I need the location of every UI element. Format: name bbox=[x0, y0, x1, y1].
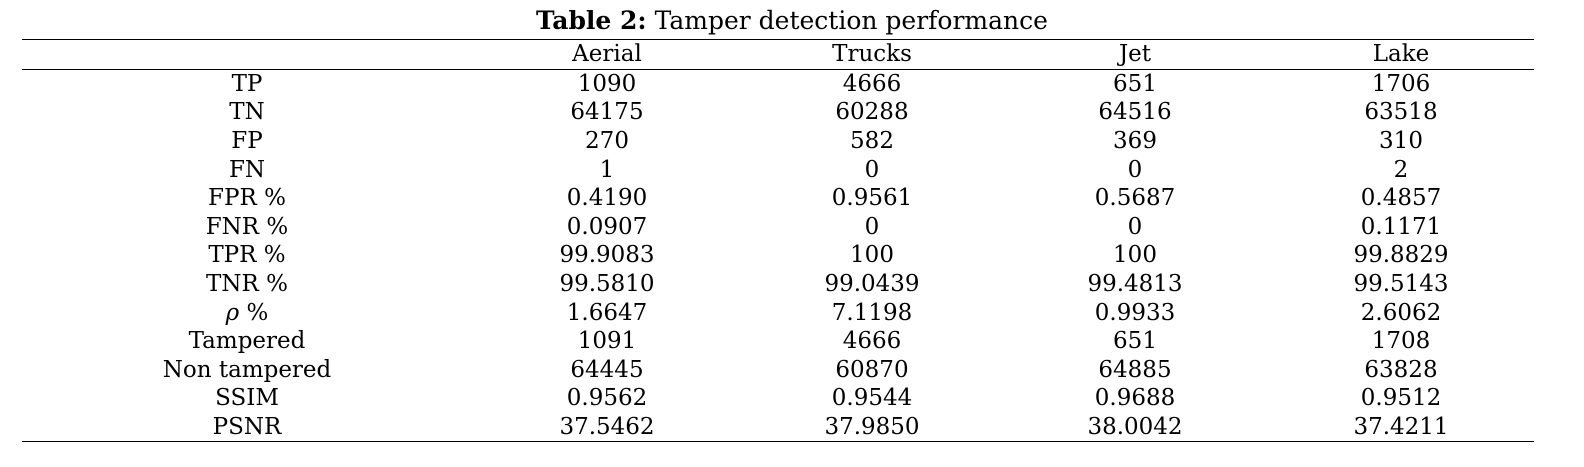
row-label: FP bbox=[231, 128, 263, 155]
table-row: Non tampered 64445 60870 64885 63828 bbox=[22, 356, 1534, 385]
table-caption: Table 2: Tamper detection performance bbox=[0, 6, 1584, 36]
table-row: TPR % 99.9083 100 100 99.8829 bbox=[22, 241, 1534, 270]
table-cell: 63828 bbox=[1364, 356, 1438, 383]
table-cell: 7.1198 bbox=[831, 299, 913, 326]
table-cell: 0.9562 bbox=[566, 385, 648, 412]
caption-label: Table 2: bbox=[536, 6, 647, 35]
table-cell: 270 bbox=[585, 128, 629, 155]
table-cell: 310 bbox=[1379, 128, 1423, 155]
table-cell: 60870 bbox=[835, 356, 909, 383]
table-cell: 0 bbox=[1127, 213, 1143, 240]
row-label: Tampered bbox=[188, 328, 306, 355]
caption-text: Tamper detection performance bbox=[646, 6, 1048, 35]
table-cell: 0.4857 bbox=[1360, 185, 1442, 212]
table-cell: 651 bbox=[1113, 70, 1157, 97]
table-cell: 99.8829 bbox=[1353, 242, 1449, 269]
table-cell: 0.5687 bbox=[1094, 185, 1176, 212]
table-cell: 99.5810 bbox=[559, 271, 655, 298]
table-row: TN 64175 60288 64516 63518 bbox=[22, 98, 1534, 127]
table-row: TP 1090 4666 651 1706 bbox=[22, 69, 1534, 98]
table-cell: 64885 bbox=[1098, 356, 1172, 383]
table-cell: 100 bbox=[1113, 242, 1157, 269]
performance-table: Aerial Trucks Jet Lake TP 1090 4666 651 … bbox=[22, 39, 1534, 442]
table-cell: 63518 bbox=[1364, 99, 1438, 126]
table-cell: 0.4190 bbox=[566, 185, 648, 212]
table-row: FN 1 0 0 2 bbox=[22, 155, 1534, 184]
table-cell: 38.0042 bbox=[1087, 414, 1183, 441]
table-cell: 1706 bbox=[1371, 70, 1431, 97]
table-row: FNR % 0.0907 0 0 0.1171 bbox=[22, 213, 1534, 242]
table-cell: 582 bbox=[850, 128, 894, 155]
table-row: ρ % 1.6647 7.1198 0.9933 2.6062 bbox=[22, 298, 1534, 327]
table-row: SSIM 0.9562 0.9544 0.9688 0.9512 bbox=[22, 384, 1534, 413]
table-cell: 0.0907 bbox=[566, 213, 648, 240]
table-cell: 1090 bbox=[577, 70, 637, 97]
row-label: TP bbox=[231, 70, 263, 97]
row-label: TN bbox=[229, 99, 265, 126]
row-label: TPR % bbox=[208, 242, 286, 269]
table-cell: 60288 bbox=[835, 99, 909, 126]
table-cell: 0 bbox=[864, 213, 880, 240]
table-cell: 99.0439 bbox=[824, 271, 920, 298]
column-header-aerial: Aerial bbox=[572, 41, 642, 68]
table-cell: 369 bbox=[1113, 128, 1157, 155]
table-cell: 37.9850 bbox=[824, 414, 920, 441]
row-label: TNR % bbox=[206, 271, 288, 298]
row-label: PSNR bbox=[212, 414, 282, 441]
table-cell: 0.9688 bbox=[1094, 385, 1176, 412]
table-cell: 100 bbox=[850, 242, 894, 269]
rho-symbol: ρ bbox=[225, 299, 240, 326]
table-cell: 64445 bbox=[570, 356, 644, 383]
table-cell: 1.6647 bbox=[566, 299, 648, 326]
table-row: Tampered 1091 4666 651 1708 bbox=[22, 327, 1534, 356]
table-cell: 64175 bbox=[570, 99, 644, 126]
row-label: FNR % bbox=[205, 213, 289, 240]
row-label: Non tampered bbox=[162, 356, 332, 383]
table-cell: 0 bbox=[1127, 156, 1143, 183]
table-cell: 0.9512 bbox=[1360, 385, 1442, 412]
table-cell: 99.4813 bbox=[1087, 271, 1183, 298]
table-cell: 0 bbox=[864, 156, 880, 183]
table-cell: 4666 bbox=[842, 328, 902, 355]
table-row: FP 270 582 369 310 bbox=[22, 127, 1534, 156]
table-cell: 1091 bbox=[577, 328, 637, 355]
column-header-jet: Jet bbox=[1118, 41, 1152, 68]
table-header-row: Aerial Trucks Jet Lake bbox=[22, 39, 1534, 70]
table-cell: 37.5462 bbox=[559, 414, 655, 441]
table-cell: 2 bbox=[1393, 156, 1409, 183]
table-cell: 651 bbox=[1113, 328, 1157, 355]
table-cell: 2.6062 bbox=[1360, 299, 1442, 326]
table-cell: 37.4211 bbox=[1353, 414, 1449, 441]
table-cell: 0.1171 bbox=[1360, 213, 1442, 240]
table-cell: 99.9083 bbox=[559, 242, 655, 269]
column-header-lake: Lake bbox=[1372, 41, 1430, 68]
table-cell: 4666 bbox=[842, 70, 902, 97]
table-cell: 1708 bbox=[1371, 328, 1431, 355]
table-cell: 64516 bbox=[1098, 99, 1172, 126]
table-cell: 99.5143 bbox=[1353, 271, 1449, 298]
table-cell: 0.9933 bbox=[1094, 299, 1176, 326]
row-label: FPR % bbox=[208, 185, 286, 212]
table-row: PSNR 37.5462 37.9850 38.0042 37.4211 bbox=[22, 413, 1534, 442]
row-label-suffix: % bbox=[239, 299, 269, 326]
column-header-trucks: Trucks bbox=[832, 41, 912, 68]
table-row: TNR % 99.5810 99.0439 99.4813 99.5143 bbox=[22, 270, 1534, 299]
table-row: FPR % 0.4190 0.9561 0.5687 0.4857 bbox=[22, 184, 1534, 213]
table-cell: 0.9544 bbox=[831, 385, 913, 412]
row-label: SSIM bbox=[215, 385, 279, 412]
row-label: FN bbox=[228, 156, 266, 183]
table-cell: 0.9561 bbox=[831, 185, 913, 212]
table-cell: 1 bbox=[599, 156, 615, 183]
header-corner bbox=[22, 40, 472, 70]
row-label: ρ % bbox=[22, 298, 472, 327]
